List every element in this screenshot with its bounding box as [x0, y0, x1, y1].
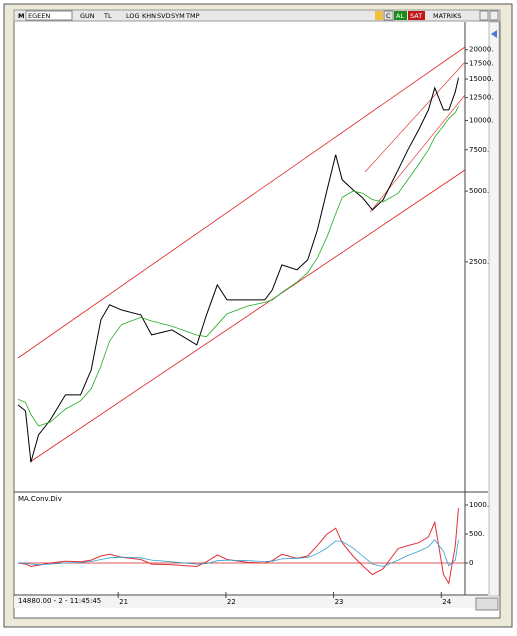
y-tick-label: 15000. [469, 75, 494, 83]
y-tick-label: 20000. [469, 46, 494, 54]
y-tick-label: 17500. [469, 59, 494, 67]
y-tick-label: 500. [469, 530, 485, 538]
x-tick-label: 24 [442, 598, 451, 606]
channel-bottom [29, 169, 466, 463]
scrollbar[interactable] [488, 21, 500, 597]
series-line [17, 507, 459, 585]
icon[interactable] [375, 11, 383, 20]
toolbar-button[interactable]: TL [103, 12, 112, 20]
trend-bottom [369, 94, 466, 213]
close[interactable] [489, 10, 499, 21]
y-tick-label: 0 [469, 559, 473, 567]
symbol-prefix: M [18, 12, 24, 20]
y-tick-label: 7500. [469, 146, 489, 154]
sell-box[interactable] [408, 11, 425, 20]
indicator-title: MA.Conv.Div [18, 495, 62, 503]
toolbar-button[interactable]: SVD [157, 12, 171, 20]
symbol[interactable]: EGEEN [28, 12, 50, 20]
nav-buttons[interactable] [475, 597, 499, 611]
toolbar-button[interactable]: C [386, 12, 391, 20]
x-tick-label: 23 [335, 598, 344, 606]
x-tick-label: 22 [227, 598, 236, 606]
series-line [17, 77, 459, 463]
symbol-box[interactable] [25, 10, 73, 21]
c-box[interactable] [383, 10, 394, 21]
toolbar-button[interactable]: AL [396, 12, 404, 20]
toolbar-button[interactable]: SYM [171, 12, 185, 20]
toolbar-button[interactable]: KHN [142, 12, 156, 20]
status: 14880.00 - 2 - 11:45:45 [18, 597, 101, 605]
scroll-arrow[interactable] [491, 30, 497, 38]
y-tick-label: 10000. [469, 116, 494, 124]
channel-top [17, 46, 466, 359]
series-line [17, 106, 459, 427]
status-bar [14, 596, 488, 608]
y-tick-label: 12500. [469, 94, 494, 102]
trend-top [364, 61, 466, 173]
y-tick-label: 1000. [469, 501, 489, 509]
toolbar-button[interactable]: GUN [80, 12, 95, 20]
x-tick-label: 21 [119, 598, 128, 606]
toolbar [13, 9, 501, 22]
series-line [17, 539, 459, 567]
toolbar-button[interactable]: SAT [410, 12, 422, 20]
toolbar-button[interactable]: MATRIKS [433, 12, 461, 20]
y-tick-label: 5000. [469, 187, 489, 195]
chart-frame [13, 9, 501, 619]
minimize[interactable] [479, 10, 489, 21]
y-tick-label: 2500. [469, 258, 489, 266]
toolbar-button[interactable]: TMP [185, 12, 200, 20]
buy-box[interactable] [394, 11, 407, 20]
toolbar-button[interactable]: LOG [126, 12, 140, 20]
